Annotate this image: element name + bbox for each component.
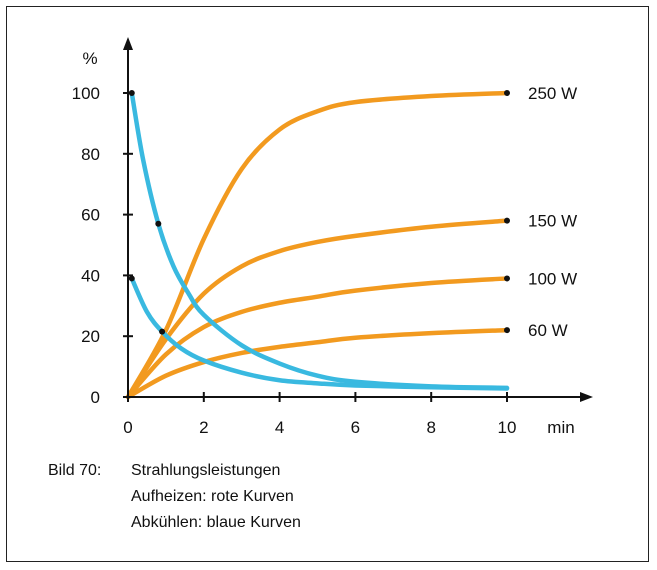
y-tick-label: 60: [81, 206, 100, 225]
x-tick-label: 6: [351, 418, 360, 437]
y-axis-arrow: [123, 37, 133, 50]
data-point-marker: [129, 275, 135, 281]
data-point-marker: [504, 90, 510, 96]
series-end-label: 60 W: [528, 321, 568, 340]
figure-number: Bild 70:: [48, 458, 101, 484]
x-tick-label: 0: [123, 418, 132, 437]
radiation-chart: % min 0 20 40 60 80 100 0 2 4 6 8 10 250 W 150 W 100 W…: [0, 0, 657, 470]
series-end-label: 150 W: [528, 212, 577, 231]
data-point-marker: [129, 90, 135, 96]
data-point-marker: [504, 275, 510, 281]
x-tick-label: 8: [426, 418, 435, 437]
y-tick-label: 0: [91, 388, 100, 407]
series-end-label: 100 W: [528, 269, 577, 288]
y-tick-label: 40: [81, 266, 100, 285]
series-end-label: 250 W: [528, 84, 577, 103]
data-point-marker: [504, 218, 510, 224]
y-axis-label: %: [82, 49, 97, 68]
curves-layer: [128, 93, 507, 397]
data-point-marker: [155, 221, 161, 227]
x-tick-label: 2: [199, 418, 208, 437]
series-100w-line: [128, 278, 507, 397]
data-point-marker: [159, 329, 165, 335]
x-tick-label: 4: [275, 418, 284, 437]
x-axis-arrow: [580, 392, 593, 402]
data-point-marker: [504, 327, 510, 333]
y-tick-label: 80: [81, 145, 100, 164]
caption-cooling-note: Abkühlen: blaue Kurven: [131, 510, 301, 536]
x-axis-label: min: [547, 418, 574, 437]
y-tick-label: 20: [81, 327, 100, 346]
y-tick-label: 100: [72, 84, 100, 103]
x-tick-label: 10: [498, 418, 517, 437]
caption-heating-note: Aufheizen: rote Kurven: [131, 484, 294, 510]
caption-title: Strahlungsleistungen: [131, 458, 280, 484]
